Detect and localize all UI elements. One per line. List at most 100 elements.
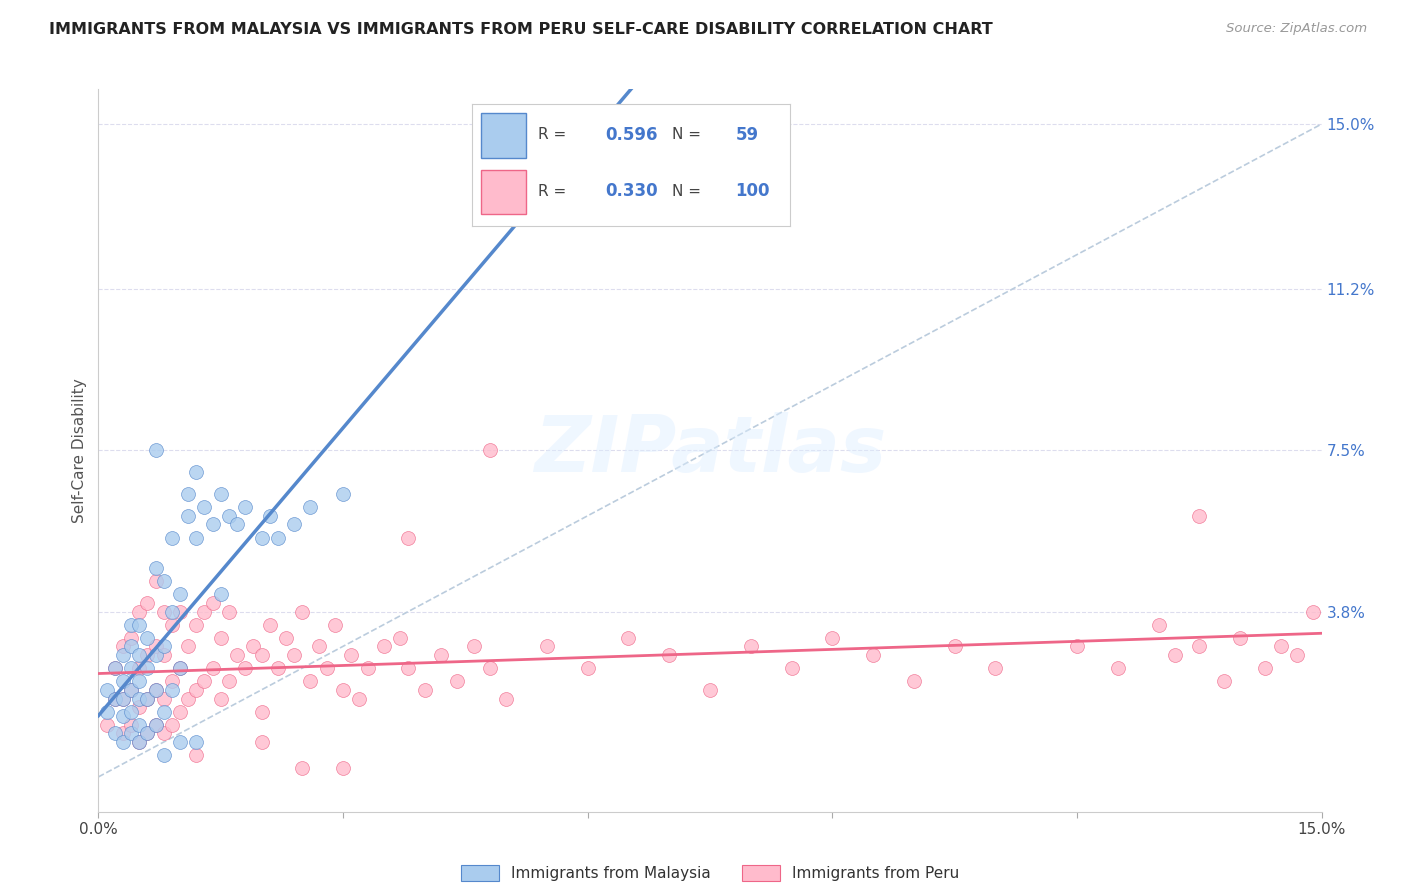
Point xyxy=(233,500,256,514)
Point xyxy=(1229,631,1251,645)
Point xyxy=(152,648,174,662)
Point xyxy=(209,631,232,645)
Point xyxy=(1107,661,1129,675)
Point xyxy=(193,500,215,514)
Point xyxy=(111,735,134,749)
Point xyxy=(1302,605,1324,619)
Point xyxy=(699,682,721,697)
Point xyxy=(145,574,167,588)
Point xyxy=(186,682,208,697)
Point xyxy=(740,640,762,654)
Point xyxy=(267,531,290,545)
Point xyxy=(821,631,844,645)
Point xyxy=(186,465,208,479)
Point xyxy=(186,748,208,763)
Point xyxy=(209,691,232,706)
Point xyxy=(136,726,159,740)
Point xyxy=(128,717,150,731)
Point xyxy=(160,617,183,632)
Point xyxy=(1188,508,1211,523)
Point xyxy=(389,631,412,645)
Point xyxy=(226,517,249,532)
Point xyxy=(1066,640,1088,654)
Point xyxy=(463,640,485,654)
Point xyxy=(446,674,468,689)
Point xyxy=(186,617,208,632)
Point xyxy=(160,717,183,731)
Point xyxy=(226,648,249,662)
Point xyxy=(291,761,314,775)
Point xyxy=(160,674,183,689)
Point xyxy=(145,717,167,731)
Point xyxy=(177,640,200,654)
Point xyxy=(218,674,240,689)
Point xyxy=(104,661,127,675)
Point xyxy=(177,508,200,523)
Point xyxy=(111,709,134,723)
Point xyxy=(218,508,240,523)
Point xyxy=(104,726,127,740)
Point xyxy=(145,648,167,662)
Point xyxy=(478,443,501,458)
Point xyxy=(145,682,167,697)
Point xyxy=(111,726,134,740)
Point xyxy=(96,705,118,719)
Point xyxy=(283,648,305,662)
Point xyxy=(233,661,256,675)
Point xyxy=(903,674,925,689)
Point xyxy=(152,726,174,740)
Point xyxy=(160,531,183,545)
Point xyxy=(169,605,191,619)
Point xyxy=(201,661,224,675)
Point xyxy=(373,640,395,654)
Point xyxy=(943,640,966,654)
Point xyxy=(413,682,436,697)
Point xyxy=(201,517,224,532)
Text: ZIPatlas: ZIPatlas xyxy=(534,412,886,489)
Point xyxy=(128,617,150,632)
Point xyxy=(430,648,453,662)
Point xyxy=(478,661,501,675)
Point xyxy=(145,640,167,654)
Point xyxy=(250,735,273,749)
Point xyxy=(111,674,134,689)
Point xyxy=(242,640,264,654)
Point xyxy=(1147,617,1170,632)
Point xyxy=(209,587,232,601)
Point xyxy=(186,735,208,749)
Point xyxy=(120,682,142,697)
Point xyxy=(104,691,127,706)
Point xyxy=(308,640,330,654)
Point xyxy=(128,661,150,675)
Point xyxy=(193,674,215,689)
Point xyxy=(299,500,322,514)
Point xyxy=(136,661,159,675)
Point xyxy=(136,596,159,610)
Point xyxy=(1253,661,1275,675)
Point xyxy=(120,661,142,675)
Point xyxy=(617,631,640,645)
Point xyxy=(136,691,159,706)
Point xyxy=(780,661,803,675)
Point xyxy=(332,487,354,501)
Point xyxy=(201,596,224,610)
Point xyxy=(209,487,232,501)
Point xyxy=(104,691,127,706)
Point xyxy=(136,726,159,740)
Point xyxy=(169,587,191,601)
Point xyxy=(111,648,134,662)
Point xyxy=(128,700,150,714)
Point xyxy=(96,682,118,697)
Point xyxy=(136,648,159,662)
Point xyxy=(152,574,174,588)
Point xyxy=(128,605,150,619)
Point xyxy=(267,661,290,675)
Point xyxy=(323,617,346,632)
Point xyxy=(120,682,142,697)
Point xyxy=(984,661,1007,675)
Point xyxy=(299,674,322,689)
Point xyxy=(128,735,150,749)
Point xyxy=(396,661,419,675)
Point xyxy=(340,648,363,662)
Point xyxy=(111,691,134,706)
